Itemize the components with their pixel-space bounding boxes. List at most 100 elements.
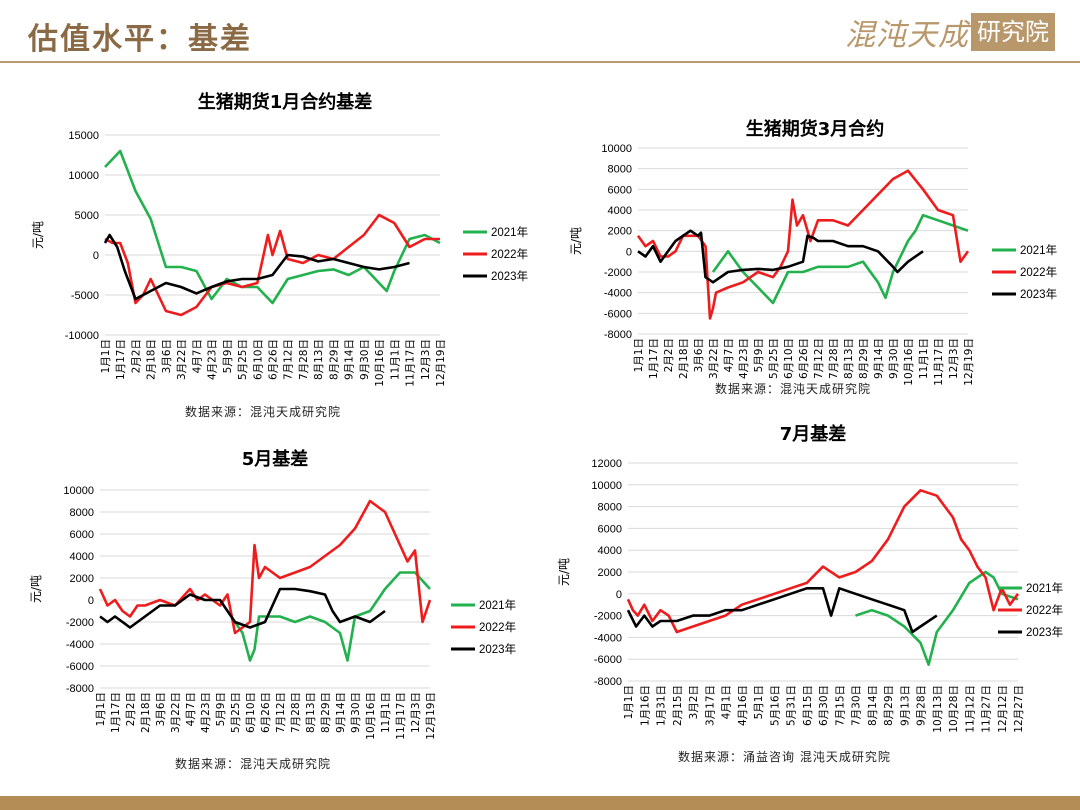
x-tick-label: 3月6日 — [155, 692, 167, 726]
x-tick-label: 6月15日 — [802, 685, 814, 726]
x-tick-label: 7月15日 — [834, 685, 846, 726]
x-tick-label: 2月18日 — [678, 338, 690, 379]
x-tick-label: 4月23日 — [207, 339, 219, 380]
x-tick-label: 11月12日 — [964, 685, 976, 733]
legend-label: 2023年 — [1020, 287, 1057, 301]
y-tick-label: -8000 — [604, 329, 632, 341]
y-tick-label: 2000 — [598, 567, 622, 579]
x-tick-label: 11月17日 — [405, 339, 417, 387]
x-tick-label: 5月25日 — [237, 339, 249, 380]
chart-title: 生猪期货3月合约 — [745, 119, 885, 140]
x-tick-label: 11月1日 — [918, 338, 930, 379]
y-tick-label: -8000 — [66, 683, 94, 695]
x-tick-label: 6月10日 — [245, 692, 257, 733]
y-tick-label: -2000 — [604, 267, 632, 279]
series-line-2023 — [103, 233, 410, 301]
x-tick-label: 12月19日 — [963, 338, 975, 386]
chart-title: 5月基差 — [241, 449, 309, 470]
x-tick-label: 4月23日 — [738, 338, 750, 379]
y-tick-label: -4000 — [604, 288, 632, 300]
x-tick-label: 11月17日 — [395, 692, 407, 740]
header-divider — [0, 61, 1080, 63]
y-tick-label: -6000 — [604, 308, 632, 320]
series-line-2022 — [98, 499, 432, 635]
x-tick-label: 9月13日 — [899, 685, 911, 726]
x-tick-label: 4月16日 — [737, 685, 749, 726]
series-line-2022 — [626, 489, 1020, 634]
x-tick-label: 12月19日 — [425, 692, 437, 740]
chart-title: 7月基差 — [779, 424, 847, 445]
y-tick-label: 8000 — [70, 507, 94, 519]
x-tick-label: 3月6日 — [693, 338, 705, 372]
x-tick-label: 9月14日 — [344, 339, 356, 380]
y-axis-label: 元/吨 — [29, 575, 43, 603]
chart-may-basis: 10000 8000 6000 4000 2000 0 -2000 -4000 -6000 -80… — [0, 435, 540, 795]
x-tick-label: 9月30日 — [359, 339, 371, 380]
x-tick-label: 5月9日 — [215, 692, 227, 726]
y-tick-label: 8000 — [608, 164, 632, 176]
x-tick-label: 1月1日 — [100, 339, 112, 373]
y-tick-label: 15000 — [68, 130, 99, 142]
x-tick-label: 8月13日 — [843, 338, 855, 379]
x-tick-label: 2月15日 — [672, 685, 684, 726]
x-tick-label: 1月1日 — [633, 338, 645, 372]
y-tick-label: -2000 — [594, 611, 622, 623]
x-tick-label: 8月29日 — [320, 692, 332, 733]
chart-svg: 10000 8000 6000 4000 2000 0 -2000 -4000 -6000 -80… — [29, 485, 516, 740]
x-tick-label: 5月31日 — [786, 685, 798, 726]
x-tick-label: 10月28日 — [948, 685, 960, 733]
x-tick-label: 12月12日 — [997, 685, 1009, 733]
y-tick-label: 10000 — [601, 143, 632, 155]
legend-label: 2022年 — [1026, 603, 1063, 617]
x-tick-label: 7月28日 — [290, 692, 302, 733]
x-tick-label: 12月19日 — [435, 339, 447, 387]
x-tick-label: 10月16日 — [903, 338, 915, 386]
series-line-2021 — [233, 571, 431, 662]
x-tick-label: 2月18日 — [140, 692, 152, 733]
x-tick-label: 6月26日 — [798, 338, 810, 379]
y-tick-label: -8000 — [594, 676, 622, 688]
x-tick-label: 5月25日 — [230, 692, 242, 733]
x-tick-label: 8月13日 — [313, 339, 325, 380]
chart-mar-contract: 10000 8000 6000 4000 2000 0 -2000 -4000 -6000 -80… — [540, 100, 1080, 440]
y-tick-label: 10000 — [591, 480, 622, 492]
series-line-2021 — [855, 570, 1019, 666]
y-tick-label: 0 — [616, 589, 622, 601]
x-tick-label: 5月16日 — [769, 685, 781, 726]
x-tick-label: 11月27日 — [981, 685, 993, 733]
x-tick-label: 1月31日 — [656, 685, 668, 726]
x-tick-label: 12月3日 — [410, 692, 422, 733]
x-tick-label: 3月2日 — [688, 685, 700, 719]
page-title: 估值水平：基差 — [28, 22, 252, 57]
legend-label: 2022年 — [1020, 265, 1057, 279]
y-tick-label: 6000 — [598, 523, 622, 535]
x-tick-label: 11月1日 — [389, 339, 401, 380]
x-tick-label: 8月13日 — [305, 692, 317, 733]
x-tick-label: 5月9日 — [222, 339, 234, 373]
x-tick-label: 8月29日 — [328, 339, 340, 380]
y-tick-label: -6000 — [66, 661, 94, 673]
y-axis-label: 元/吨 — [569, 227, 583, 255]
y-tick-label: 4000 — [70, 551, 94, 563]
x-tick-label: 3月22日 — [176, 339, 188, 380]
y-tick-label: -4000 — [594, 632, 622, 644]
y-tick-label: 4000 — [608, 205, 632, 217]
legend-label: 2023年 — [1026, 625, 1063, 639]
y-tick-label: 0 — [93, 250, 99, 262]
legend-label: 2022年 — [479, 620, 516, 634]
y-tick-label: 12000 — [591, 458, 622, 470]
x-tick-label: 5月1日 — [753, 685, 765, 719]
legend-label: 2021年 — [479, 598, 516, 612]
series-line-2023 — [626, 587, 938, 634]
source-note: 数据来源：混沌天成研究院 — [715, 382, 872, 396]
y-tick-label: -5000 — [71, 290, 99, 302]
legend-label: 2022年 — [491, 247, 528, 261]
legend-label: 2021年 — [1026, 581, 1063, 595]
x-tick-label: 4月7日 — [723, 338, 735, 372]
y-tick-label: -10000 — [65, 330, 99, 342]
x-tick-label: 3月6日 — [161, 339, 173, 373]
x-tick-label: 7月28日 — [828, 338, 840, 379]
chart-svg: 12000 10000 8000 6000 4000 2000 0 -2000 -4000 -60… — [557, 458, 1063, 733]
footer-bar — [0, 796, 1080, 810]
y-tick-label: 5000 — [75, 210, 99, 222]
